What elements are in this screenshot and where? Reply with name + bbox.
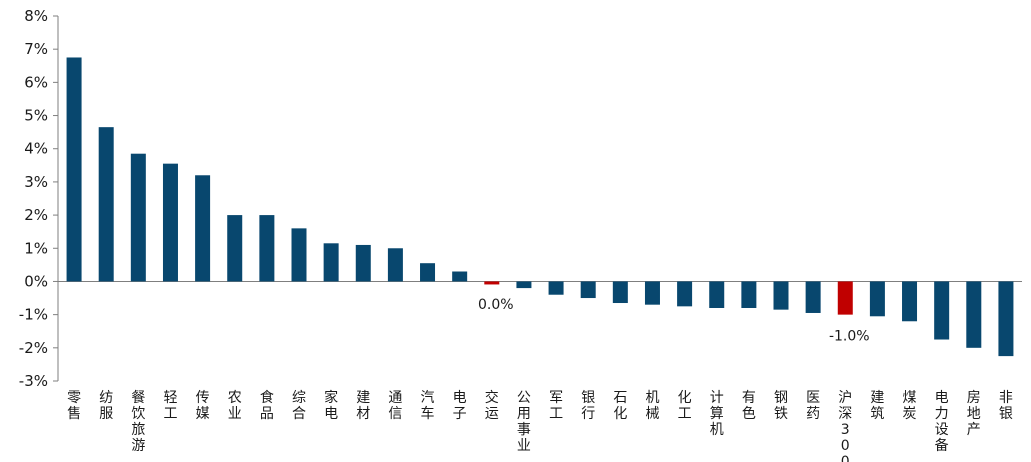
category-label: 电力设备 <box>935 390 949 454</box>
bar-29 <box>998 281 1014 357</box>
category-label: 非银 <box>999 390 1013 422</box>
bar-0 <box>66 57 82 282</box>
y-tick-label: 6% <box>24 73 48 91</box>
data-label: -1.0% <box>829 329 870 345</box>
bar-11 <box>420 263 436 282</box>
category-label: 银行 <box>581 390 595 422</box>
category-label: 公用事业 <box>517 390 531 454</box>
category-label: 汽车 <box>421 390 435 422</box>
category-label: 通信 <box>388 390 402 422</box>
category-label: 交运 <box>485 389 499 422</box>
bar-1 <box>98 127 114 282</box>
y-tick-label: -3% <box>19 372 48 390</box>
bar-7 <box>291 228 307 282</box>
category-label: 石化 <box>613 390 627 422</box>
bar-19 <box>677 281 693 307</box>
y-tick-label: 5% <box>24 107 48 125</box>
bar-9 <box>355 244 371 282</box>
category-label: 计算机 <box>710 390 724 438</box>
bar-28 <box>966 281 982 348</box>
category-label: 医药 <box>806 390 820 422</box>
category-label: 机械 <box>645 390 659 422</box>
category-label: 建筑 <box>870 390 884 422</box>
bar-2 <box>130 153 146 282</box>
category-label: 军工 <box>549 390 563 422</box>
category-label: 食品 <box>260 389 274 422</box>
bar-6 <box>259 215 275 282</box>
category-label: 轻工 <box>163 390 177 422</box>
bar-22 <box>773 281 789 310</box>
bar-17 <box>612 281 628 304</box>
category-label: 餐饮旅游 <box>131 390 145 454</box>
y-tick-label: 1% <box>24 239 48 257</box>
bar-10 <box>387 248 403 282</box>
y-tick-label: 3% <box>24 173 48 191</box>
bar-16 <box>580 281 596 299</box>
category-label: 化工 <box>678 390 692 422</box>
bar-26 <box>902 281 918 322</box>
category-label: 煤炭 <box>903 390 917 422</box>
bar-27 <box>934 281 950 340</box>
bar-20 <box>709 281 725 308</box>
y-tick-label: -1% <box>19 306 48 324</box>
bar-12 <box>452 271 468 282</box>
y-tick-label: 0% <box>24 272 48 290</box>
bar-21 <box>741 281 757 308</box>
data-label: 0.0% <box>478 297 514 313</box>
y-tick-label: 2% <box>24 206 48 224</box>
category-label: 零售 <box>67 390 81 422</box>
category-label: 传媒 <box>196 390 210 422</box>
category-label: 纺服 <box>99 390 113 422</box>
bar-3 <box>162 163 178 282</box>
bar-18 <box>644 281 660 305</box>
bar-13 <box>484 281 500 285</box>
category-label: 农业 <box>228 390 242 422</box>
category-label: 电子 <box>453 390 467 422</box>
category-label: 有色 <box>742 390 756 422</box>
category-label: 家电 <box>324 389 338 422</box>
bar-5 <box>227 215 243 282</box>
category-label: 建材 <box>356 390 370 422</box>
bar-25 <box>869 281 885 317</box>
y-tick-label: 4% <box>24 140 48 158</box>
bar-14 <box>516 281 532 289</box>
bar-4 <box>195 175 211 282</box>
category-label: 综合 <box>292 390 306 422</box>
bar-15 <box>548 281 564 295</box>
category-label: 房地产 <box>967 390 981 438</box>
bar-23 <box>805 281 821 313</box>
y-tick-label: 7% <box>24 40 48 58</box>
category-label: 钢铁 <box>774 390 788 422</box>
y-tick-label: -2% <box>19 339 48 357</box>
bar-8 <box>323 243 339 282</box>
y-tick-label: 8% <box>24 7 48 25</box>
category-label: 沪深 3 0 0 <box>838 390 852 462</box>
bar-24 <box>837 281 853 315</box>
